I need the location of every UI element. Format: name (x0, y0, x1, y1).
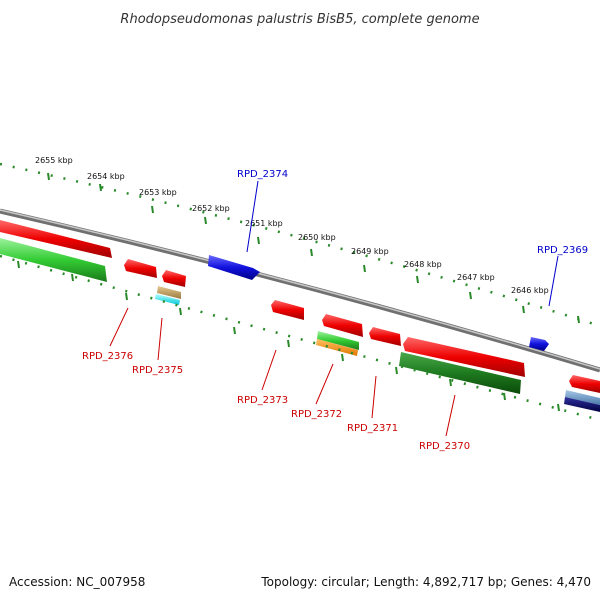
gene-RPD_2376[interactable] (0, 238, 107, 282)
gene-RPD_2372-b[interactable] (316, 339, 358, 356)
gene-label[interactable]: RPD_2373 (237, 395, 288, 406)
gene-label[interactable]: RPD_2376 (82, 351, 133, 362)
lower-scale-track (0, 254, 600, 422)
leader-RPD_2373 (261, 349, 277, 391)
upper-major-ticks (47, 172, 580, 324)
leader-RPD_2372 (315, 363, 334, 405)
scale-label: 2650 kbp (298, 233, 336, 242)
gene-label[interactable]: RPD_2370 (419, 441, 470, 452)
reverse-strand-genes (208, 255, 549, 351)
genome-backbone-highlight (0, 209, 600, 370)
scale-label: 2648 kbp (404, 260, 442, 269)
gene-navy[interactable] (564, 397, 600, 412)
gene-RPD_2375-a[interactable] (157, 286, 181, 299)
genome-summary-text: Topology: circular; Length: 4,892,717 bp… (260, 575, 591, 589)
gene-label[interactable]: RPD_2369 (537, 245, 588, 256)
gene-label[interactable]: RPD_2374 (237, 169, 288, 180)
gene-RPD_2372-a[interactable] (317, 331, 359, 350)
gene-red-c[interactable] (322, 314, 363, 337)
upper-minor-ticks (0, 162, 600, 328)
scale-label: 2654 kbp (87, 172, 125, 181)
genome-backbone (0, 208, 600, 373)
leader-RPD_2375 (157, 317, 163, 361)
leader-lines (109, 180, 559, 437)
leader-RPD_2371 (371, 375, 377, 419)
gene-RPD_2375-b[interactable] (155, 294, 180, 305)
scale-label: 2651 kbp (245, 219, 283, 228)
accession-text: Accession: NC_007958 (9, 575, 145, 589)
scale-labels: 2655 kbp 2654 kbp 2653 kbp 2652 kbp 2651… (35, 156, 549, 295)
leader-RPD_2369 (548, 255, 559, 307)
scale-label: 2647 kbp (457, 273, 495, 282)
gene-red-d[interactable] (403, 337, 525, 377)
scale-label: 2652 kbp (192, 204, 230, 213)
scale-label: 2653 kbp (139, 188, 177, 197)
gene-label[interactable]: RPD_2372 (291, 409, 342, 420)
gene-red-b[interactable] (162, 270, 186, 287)
gene-RPD_2377[interactable] (0, 220, 112, 258)
gene-steel[interactable] (565, 390, 600, 405)
upper-scale-track (0, 162, 600, 328)
gene-RPD_2373[interactable] (271, 300, 304, 320)
leader-RPD_2376 (109, 307, 129, 347)
genome-title: Rhodopseudomonas palustris BisB5, comple… (120, 12, 479, 27)
gene-red-a[interactable] (124, 259, 157, 278)
scale-label: 2649 kbp (351, 247, 389, 256)
scale-label: 2646 kbp (511, 286, 549, 295)
gene-label[interactable]: RPD_2371 (347, 423, 398, 434)
leader-RPD_2374 (246, 180, 259, 253)
gene-RPD_2374[interactable] (208, 255, 260, 280)
gene-RPD_2369[interactable] (529, 337, 549, 351)
gene-RPD_2370[interactable] (399, 352, 521, 394)
lower-major-ticks (17, 260, 560, 412)
gene-red-e[interactable] (569, 375, 600, 393)
forward-strand-genes (0, 220, 600, 412)
scale-label: 2655 kbp (35, 156, 73, 165)
gene-label[interactable]: RPD_2375 (132, 365, 183, 376)
gene-labels: RPD_2374 RPD_2369 RPD_2376 RPD_2375 RPD_… (82, 169, 588, 452)
leader-RPD_2370 (445, 394, 456, 437)
gene-RPD_2371[interactable] (369, 327, 401, 346)
lower-minor-ticks (0, 254, 600, 422)
